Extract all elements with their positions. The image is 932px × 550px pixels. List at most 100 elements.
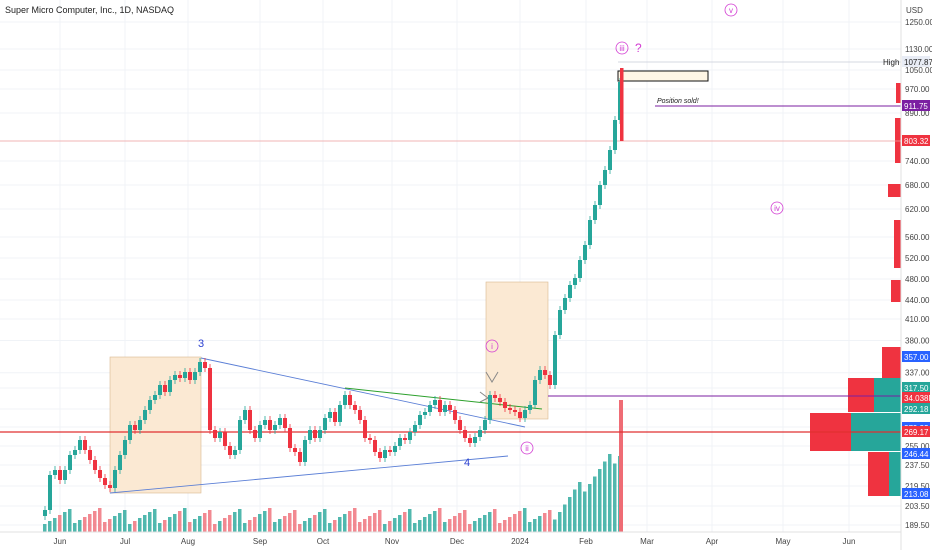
candle-body: [523, 410, 527, 418]
volume-bar: [143, 515, 147, 532]
volume-profile-bar: [888, 184, 901, 197]
volume-bar: [268, 508, 272, 532]
volume-bar: [138, 518, 142, 532]
candle-body: [583, 245, 587, 260]
candle-body: [228, 446, 232, 455]
volume-bar: [283, 516, 287, 532]
candle-body: [483, 420, 487, 430]
candle-body: [208, 368, 212, 430]
candle-body: [258, 425, 262, 438]
price-tick-label: 520.00: [905, 254, 930, 263]
candle-body: [83, 440, 87, 450]
wave-3-label: 3: [198, 338, 204, 350]
volume-bar: [253, 517, 257, 532]
volume-bar: [53, 518, 57, 532]
candle-body: [573, 278, 577, 285]
volume-bar: [588, 484, 592, 532]
time-label: 2024: [511, 537, 529, 546]
volume-bar: [533, 519, 537, 532]
candle-body: [433, 400, 437, 405]
candle-body: [598, 185, 602, 205]
time-label: Jun: [54, 537, 67, 546]
time-label: May: [775, 537, 790, 546]
price-tag-value: 246.44: [904, 450, 929, 459]
trend-lines: [109, 357, 543, 494]
candle-body: [123, 440, 127, 455]
price-tick-label: 237.50: [905, 461, 930, 470]
candle-body: [223, 432, 227, 446]
wave-4-label: 4: [464, 457, 470, 469]
volume-bar: [98, 508, 102, 532]
candle-body: [118, 455, 122, 470]
candlesticks: [43, 68, 624, 520]
volume-bar: [153, 509, 157, 532]
volume-bar: [408, 509, 412, 532]
time-axis[interactable]: Jun Jul Aug Sep Oct Nov Dec 2024 Feb Mar Apr May Jun: [0, 531, 901, 546]
volume-bar: [58, 515, 62, 532]
candle-body: [288, 428, 292, 448]
volume-bar: [63, 512, 67, 532]
candle-body: [493, 395, 497, 398]
time-label: Dec: [450, 537, 464, 546]
price-tag: [902, 135, 930, 146]
price-tag: [902, 392, 930, 403]
candle-body: [378, 452, 382, 458]
volume-bar: [93, 511, 97, 532]
time-label: Sep: [253, 537, 268, 546]
candle-body: [353, 405, 357, 410]
candle-body: [53, 470, 57, 475]
candle-body: [393, 446, 397, 452]
volume-bar: [619, 400, 623, 532]
volume-bar: [418, 520, 422, 532]
candle-body: [458, 420, 462, 430]
upper-trendline: [200, 357, 526, 428]
candle-body: [448, 405, 452, 410]
volume-bar: [308, 518, 312, 532]
price-tag: [902, 448, 930, 459]
price-tick-label: 1130.00: [905, 45, 932, 54]
volume-bar: [608, 454, 612, 532]
volume-bar: [88, 514, 92, 532]
candle-body: [313, 430, 317, 438]
volume-bar: [338, 517, 342, 532]
candle-body: [253, 430, 257, 438]
volume-bar: [288, 513, 292, 532]
candle-body: [178, 375, 182, 378]
wave-v-label: v: [729, 6, 733, 15]
candle-body: [48, 475, 52, 510]
volume-bar: [148, 512, 152, 532]
volume-bar: [593, 476, 597, 532]
volume-profile-bar: [882, 347, 901, 387]
price-tick-label: 440.00: [905, 296, 930, 305]
breakout-arrow: [485, 371, 499, 383]
volume-bar: [398, 515, 402, 532]
volume-bar: [413, 523, 417, 532]
volume-bar: [583, 491, 587, 532]
volume-profile-bar: [874, 378, 901, 412]
candle-body: [263, 420, 267, 425]
candle-body: [183, 372, 187, 378]
candle-body: [418, 415, 422, 425]
price-axis[interactable]: 189.50203.50219.50237.50255.00275.00292.…: [900, 0, 932, 550]
candle-body: [73, 450, 77, 455]
volume-bar: [238, 509, 242, 532]
candle-body: [198, 362, 202, 372]
volume-bar: [228, 515, 232, 532]
candle-body: [568, 285, 572, 298]
candle-body: [563, 298, 567, 310]
candle-body: [318, 430, 322, 438]
volume-bar: [598, 469, 602, 532]
volume-bar: [498, 523, 502, 532]
volume-bar: [213, 524, 217, 532]
wave-iv-circle: [770, 201, 784, 215]
volume-bar: [423, 517, 427, 532]
candle-body: [543, 370, 547, 375]
price-tick-label: 890.00: [905, 109, 930, 118]
volume-bar: [603, 461, 607, 532]
horizontal-lines: [0, 61, 901, 433]
volume-bar: [393, 518, 397, 532]
candle-body: [473, 437, 477, 443]
volume-bar: [78, 520, 82, 532]
time-label: Oct: [317, 537, 330, 546]
